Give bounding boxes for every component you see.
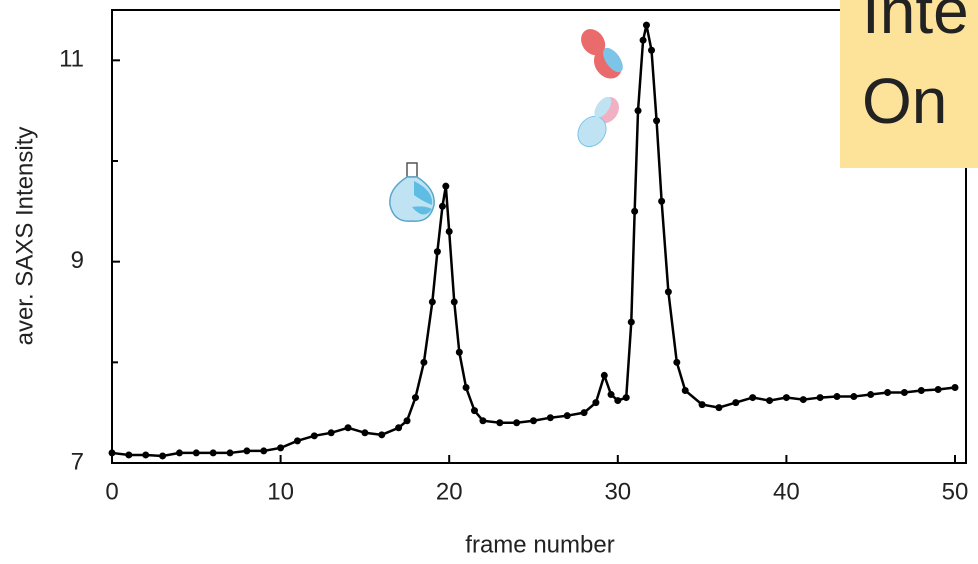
x-tick-label: 50: [942, 478, 969, 505]
data-point: [627, 318, 635, 326]
data-point: [142, 451, 150, 459]
data-line: [111, 24, 956, 458]
data-point: [479, 417, 487, 425]
annotation-line: Inte: [862, 0, 969, 47]
x-tick-label: 20: [436, 478, 463, 505]
data-point: [600, 371, 608, 379]
data-point: [428, 298, 436, 306]
data-point: [951, 384, 959, 391]
x-tick-label: 0: [105, 478, 118, 505]
plot-frame: [111, 9, 967, 464]
data-point: [934, 386, 942, 394]
data-point: [395, 424, 403, 432]
x-tick-label: 10: [267, 478, 294, 505]
data-point: [867, 391, 875, 399]
data-point: [639, 36, 647, 44]
data-point: [833, 393, 841, 401]
data-point: [433, 248, 441, 256]
data-point: [816, 394, 824, 402]
data-point: [438, 202, 446, 210]
x-tick-label: 30: [604, 478, 631, 505]
data-point: [310, 432, 318, 440]
data-point: [209, 449, 217, 457]
data-point: [732, 399, 740, 407]
data-point: [648, 46, 656, 54]
data-point: [226, 449, 234, 457]
y-tick-label: 7: [71, 448, 84, 475]
annotation-box: [840, 0, 978, 168]
data-point: [450, 298, 458, 306]
x-tick-label: 40: [773, 478, 800, 505]
data-point: [622, 394, 630, 402]
data-point: [917, 387, 925, 395]
data-point: [782, 394, 790, 402]
data-point: [293, 437, 301, 445]
data-point: [563, 412, 571, 420]
y-tick-label: 9: [71, 247, 84, 274]
data-point: [592, 399, 600, 407]
data-point: [243, 447, 251, 455]
data-point: [378, 431, 386, 439]
data-point: [653, 117, 661, 125]
data-point: [799, 396, 807, 404]
x-axis-label: frame number: [465, 531, 614, 558]
data-point: [530, 417, 537, 425]
data-point: [631, 207, 639, 215]
data-point: [108, 449, 116, 457]
data-point: [496, 419, 504, 427]
data-point: [411, 394, 419, 402]
icon-dimer-pale: [577, 96, 619, 148]
data-point: [715, 404, 723, 412]
data-point: [664, 288, 672, 296]
data-point: [344, 424, 352, 432]
y-tick-label: 11: [59, 46, 84, 73]
data-point: [327, 429, 335, 437]
data-point: [673, 358, 681, 366]
data-point: [642, 21, 650, 29]
icon-dimer-red: [581, 29, 623, 79]
data-point: [634, 107, 642, 115]
data-point: [513, 419, 521, 427]
y-axis-label: aver. SAXS Intensity: [11, 127, 38, 346]
data-point: [681, 387, 689, 395]
data-point: [420, 358, 428, 366]
data-point: [403, 417, 411, 425]
data-point: [698, 401, 706, 409]
data-point: [900, 389, 908, 397]
data-point: [546, 414, 554, 422]
data-point: [175, 449, 183, 457]
data-point: [192, 449, 200, 457]
data-point: [277, 444, 285, 452]
data-point: [445, 227, 453, 235]
data-point: [125, 451, 133, 459]
data-point: [614, 397, 622, 405]
data-point: [361, 429, 369, 437]
data-point: [884, 389, 892, 397]
data-point: [607, 391, 615, 399]
annotation-line: On: [862, 65, 947, 137]
data-point: [159, 452, 167, 460]
data-point: [766, 397, 774, 405]
data-point: [455, 348, 463, 356]
data-point: [442, 182, 450, 190]
data-point: [749, 394, 757, 402]
data-point: [580, 409, 588, 417]
data-point: [470, 407, 478, 415]
data-point: [260, 447, 268, 455]
icon-dimer-blue: [389, 162, 435, 222]
data-point: [658, 197, 666, 205]
data-point: [462, 384, 470, 391]
data-point: [850, 393, 858, 401]
